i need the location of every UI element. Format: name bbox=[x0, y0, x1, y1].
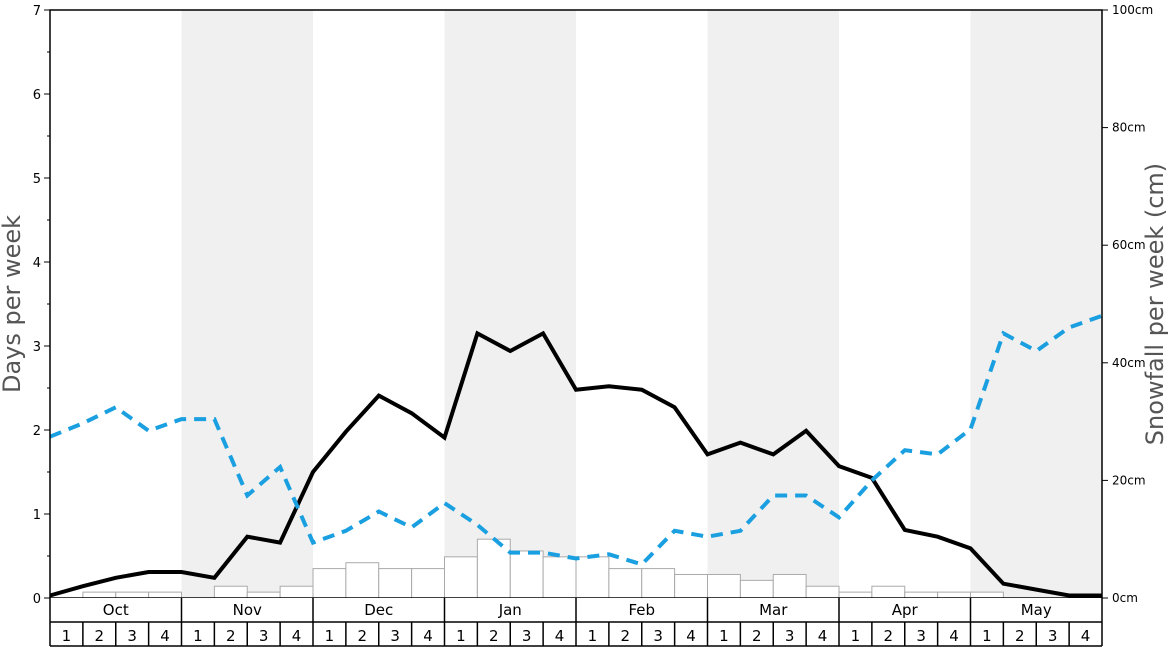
month-band-nov bbox=[181, 10, 313, 598]
snowfall-bar bbox=[509, 550, 544, 599]
month-label-jan: Jan bbox=[498, 601, 522, 619]
snowfall-bar bbox=[411, 568, 445, 599]
snowfall-bar bbox=[707, 573, 741, 599]
week-label: 2 bbox=[95, 627, 105, 645]
week-label: 2 bbox=[884, 627, 894, 645]
snowfall-bar bbox=[312, 568, 347, 599]
left-tick-label: 1 bbox=[33, 508, 41, 523]
week-label: 1 bbox=[325, 627, 335, 645]
month-label-mar: Mar bbox=[759, 601, 788, 619]
right-axis-ticks: 0cm 20cm 40cm 60cm 80cm 100cm bbox=[1102, 3, 1153, 605]
week-label: 3 bbox=[653, 627, 663, 645]
snowfall-bar bbox=[970, 591, 1004, 599]
x-axis-months: Oct 1 2 3 4 Nov 1 2 3 4 Dec 1 2 3 4 Jan 1 2 3 4 Feb 1 2 3 4 Mar 1 2… bbox=[49, 598, 1103, 647]
snowfall-bar bbox=[213, 585, 248, 599]
right-tick-label: 80cm bbox=[1112, 121, 1146, 135]
snowfall-bar bbox=[904, 591, 939, 599]
solid-series-line bbox=[49, 330, 1102, 598]
snowfall-bar bbox=[838, 591, 873, 599]
month-label-may: May bbox=[1021, 601, 1052, 619]
right-axis-title: Snowfall per week (cm) bbox=[1141, 163, 1168, 445]
right-tick-label: 20cm bbox=[1112, 473, 1146, 487]
week-label: 1 bbox=[62, 627, 72, 645]
week-label: 2 bbox=[358, 627, 368, 645]
snowfall-bar bbox=[345, 562, 380, 599]
right-tick-label: 60cm bbox=[1112, 238, 1146, 252]
week-label: 4 bbox=[160, 627, 170, 645]
week-label: 4 bbox=[949, 627, 959, 645]
snowfall-bar bbox=[279, 585, 314, 599]
week-label: 1 bbox=[719, 627, 729, 645]
week-label: 2 bbox=[226, 627, 236, 645]
week-label: 3 bbox=[916, 627, 926, 645]
week-label: 3 bbox=[390, 627, 400, 645]
left-tick-label: 7 bbox=[33, 4, 41, 19]
week-label: 1 bbox=[193, 627, 203, 645]
left-tick-label: 6 bbox=[33, 88, 41, 103]
snowfall-bar bbox=[674, 573, 708, 599]
snowfall-bar bbox=[937, 591, 971, 599]
snowfall-bar bbox=[476, 538, 511, 599]
snowfall-bar bbox=[246, 591, 281, 599]
snowfall-bar bbox=[542, 556, 577, 599]
week-label: 2 bbox=[752, 627, 762, 645]
month-bands bbox=[181, 10, 1102, 598]
left-tick-label: 3 bbox=[33, 340, 41, 355]
week-label: 1 bbox=[982, 627, 992, 645]
week-label: 3 bbox=[259, 627, 269, 645]
left-axis-ticks: 0 1 2 3 4 5 6 7 bbox=[33, 4, 50, 607]
week-label: 4 bbox=[555, 627, 565, 645]
snowfall-bar bbox=[739, 579, 774, 599]
week-label: 2 bbox=[1015, 627, 1025, 645]
snowfall-bar bbox=[148, 591, 182, 599]
month-band-mar bbox=[707, 10, 839, 598]
week-label: 1 bbox=[588, 627, 598, 645]
week-label: 2 bbox=[489, 627, 499, 645]
week-label: 4 bbox=[292, 627, 302, 645]
left-tick-label: 4 bbox=[33, 256, 41, 271]
week-label: 4 bbox=[423, 627, 433, 645]
week-label: 3 bbox=[522, 627, 532, 645]
dashed-series-line bbox=[49, 313, 1103, 567]
snowfall-bar bbox=[115, 591, 150, 599]
week-label: 2 bbox=[621, 627, 631, 645]
right-tick-label: 100cm bbox=[1112, 3, 1153, 17]
month-label-feb: Feb bbox=[628, 601, 655, 619]
snowfall-bar bbox=[641, 568, 676, 599]
week-label: 1 bbox=[456, 627, 466, 645]
left-tick-label: 0 bbox=[33, 592, 41, 607]
series-lines bbox=[49, 313, 1103, 598]
week-label: 1 bbox=[851, 627, 861, 645]
snowfall-bar bbox=[82, 591, 117, 599]
week-label: 3 bbox=[785, 627, 795, 645]
left-tick-label: 5 bbox=[33, 172, 41, 187]
month-label-nov: Nov bbox=[233, 601, 262, 619]
snowfall-bar bbox=[805, 585, 840, 599]
week-label: 3 bbox=[1048, 627, 1058, 645]
right-tick-label: 0cm bbox=[1112, 591, 1138, 605]
month-label-dec: Dec bbox=[364, 601, 393, 619]
left-tick-label: 2 bbox=[33, 424, 41, 439]
snowfall-bar bbox=[608, 568, 643, 599]
week-label: 4 bbox=[686, 627, 696, 645]
week-label: 4 bbox=[818, 627, 828, 645]
snowfall-bar bbox=[575, 556, 610, 599]
month-band-may bbox=[970, 10, 1102, 598]
snowfall-bar bbox=[772, 573, 807, 599]
week-label: 4 bbox=[1081, 627, 1091, 645]
week-label: 3 bbox=[127, 627, 137, 645]
month-label-oct: Oct bbox=[103, 601, 129, 619]
snowfall-bars bbox=[82, 538, 1004, 599]
snowfall-bar bbox=[444, 556, 478, 599]
right-tick-label: 40cm bbox=[1112, 356, 1146, 370]
month-label-apr: Apr bbox=[892, 601, 919, 619]
month-band-jan bbox=[444, 10, 576, 598]
snowfall-bar bbox=[378, 568, 413, 599]
snowfall-bar bbox=[871, 585, 906, 599]
left-axis-title: Days per week bbox=[0, 215, 26, 393]
